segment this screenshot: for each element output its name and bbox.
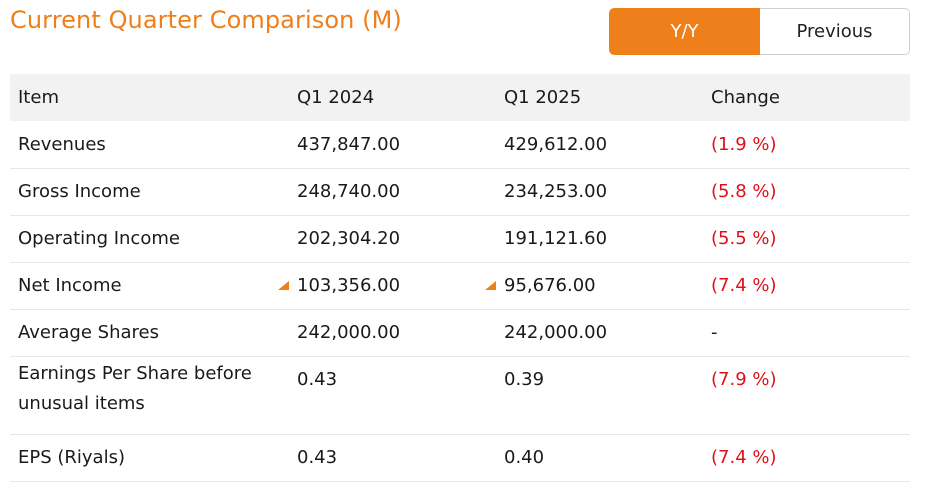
row-item: EPS (Riyals) <box>10 434 289 482</box>
row-q1-value: 242,000.00 <box>289 309 496 357</box>
row-item: Revenues <box>10 121 289 169</box>
row-q2-value: 191,121.60 <box>496 215 703 263</box>
row-q2-value: 429,612.00 <box>496 121 703 169</box>
table-row: Earnings Per Share before unusual items … <box>10 356 910 435</box>
row-q2-value: 95,676.00 <box>504 275 596 296</box>
table-row: Revenues 437,847.00 429,612.00 (1.9 %) <box>10 121 910 169</box>
comparison-table: Item Q1 2024 Q1 2025 Change Revenues 437… <box>10 74 910 482</box>
flag-icon <box>278 281 289 290</box>
row-item: Gross Income <box>10 168 289 216</box>
row-q1-cell: 103,356.00 <box>278 262 496 310</box>
page-title: Current Quarter Comparison (M) <box>10 6 402 34</box>
row-change: (5.8 %) <box>703 168 910 216</box>
table-row: Gross Income 248,740.00 234,253.00 (5.8 … <box>10 168 910 216</box>
row-q2-value: 0.39 <box>496 356 703 435</box>
header-item: Item <box>18 87 59 108</box>
table-row: EPS (Riyals) 0.43 0.40 (7.4 %) <box>10 434 910 482</box>
header-q1-2025: Q1 2025 <box>504 87 582 108</box>
row-q1-value: 437,847.00 <box>289 121 496 169</box>
table-row: Operating Income 202,304.20 191,121.60 (… <box>10 215 910 263</box>
table-row: Average Shares 242,000.00 242,000.00 - <box>10 309 910 357</box>
row-q1-value: 0.43 <box>289 356 496 435</box>
yy-button[interactable]: Y/Y <box>609 8 760 55</box>
row-q2-cell: 95,676.00 <box>485 262 703 310</box>
row-q2-value: 234,253.00 <box>496 168 703 216</box>
previous-button[interactable]: Previous <box>760 8 910 55</box>
row-q2-value: 0.40 <box>496 434 703 482</box>
row-change: (7.9 %) <box>703 356 910 435</box>
row-q1-value: 0.43 <box>289 434 496 482</box>
period-toggle: Y/Y Previous <box>609 8 910 55</box>
row-change: - <box>703 309 910 357</box>
row-q1-value: 248,740.00 <box>289 168 496 216</box>
row-item: Net Income <box>10 262 289 310</box>
row-item: Earnings Per Share before unusual items <box>10 356 289 435</box>
flag-icon <box>485 281 496 290</box>
header-q1-2024: Q1 2024 <box>297 87 375 108</box>
row-q1-value: 103,356.00 <box>297 275 401 296</box>
row-change: (7.4 %) <box>703 262 910 310</box>
table-row: Net Income 103,356.00 95,676.00 (7.4 %) <box>10 262 910 310</box>
row-q2-value: 242,000.00 <box>496 309 703 357</box>
row-q1-value: 202,304.20 <box>289 215 496 263</box>
row-change: (1.9 %) <box>703 121 910 169</box>
row-item: Average Shares <box>10 309 289 357</box>
row-item: Operating Income <box>10 215 289 263</box>
table-header-row: Item Q1 2024 Q1 2025 Change <box>10 74 910 121</box>
row-change: (7.4 %) <box>703 434 910 482</box>
header-change: Change <box>711 87 780 108</box>
row-change: (5.5 %) <box>703 215 910 263</box>
